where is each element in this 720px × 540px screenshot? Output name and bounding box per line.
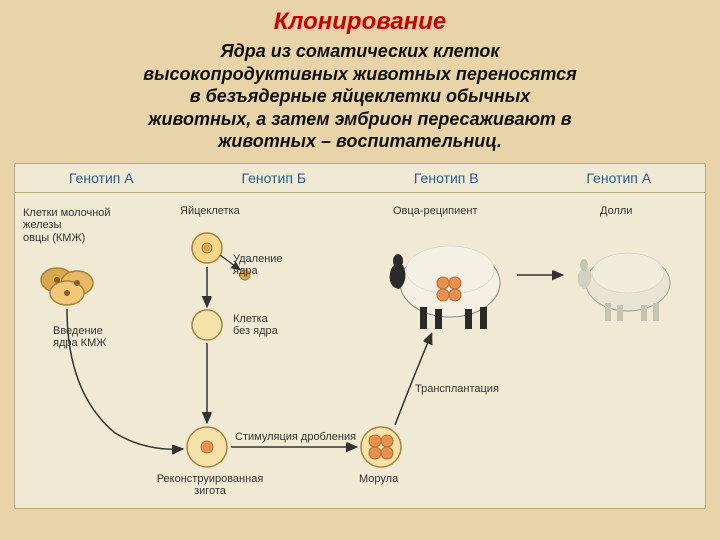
column-headers: Генотип А Генотип Б Генотип В Генотип А xyxy=(15,164,705,193)
transplant-label: Трансплантация xyxy=(415,383,499,396)
col-genotype-v: Генотип В xyxy=(360,164,533,192)
stimulate-label: Стимуляция дробления xyxy=(235,431,356,444)
cloning-diagram: Генотип А Генотип Б Генотип В Генотип А … xyxy=(14,163,706,509)
col-genotype-a2: Генотип А xyxy=(533,164,706,192)
arrows-layer xyxy=(15,193,707,505)
diagram-canvas: Клетки молочной железы овцы (КМЖ) Яйцекл… xyxy=(15,193,705,505)
page-subtitle: Ядра из соматических клеток высокопродук… xyxy=(20,40,700,153)
insert-kmz-label: Введение ядра КМЖ xyxy=(53,325,106,350)
header: Клонирование Ядра из соматических клеток… xyxy=(0,0,720,157)
col-genotype-b: Генотип Б xyxy=(188,164,361,192)
col-genotype-a1: Генотип А xyxy=(15,164,188,192)
remove-nucleus-label: Удаление ядра xyxy=(233,253,283,278)
page-title: Клонирование xyxy=(20,8,700,36)
